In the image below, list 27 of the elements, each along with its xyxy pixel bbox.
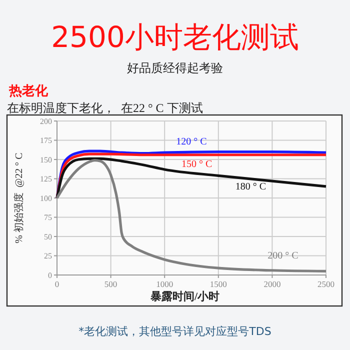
line-series <box>56 158 328 272</box>
x-tick-label: 1000 <box>156 279 174 289</box>
x-tick-label: 500 <box>104 279 118 289</box>
series-label: 180 ° C <box>235 182 266 193</box>
series-label: 200 ° C <box>268 250 299 262</box>
text: 在标明温度下老化， 在22 ° C 下测试 <box>7 101 203 115</box>
x-tick-label: 2000 <box>264 279 281 289</box>
x-tick-label: 0 <box>54 279 60 289</box>
y-tick-label: 200 <box>40 116 52 126</box>
series-label: 150 ° C <box>182 158 213 170</box>
chart-title: 2500小时老化测试 <box>51 20 299 54</box>
x-tick-label: 1500 <box>210 279 227 289</box>
y-tick-label: 75 <box>44 213 52 222</box>
y-axis-title: % 初始强度 @22 ° C <box>13 152 25 244</box>
y-tick-label: 100 <box>40 194 52 203</box>
x-tick-label: 2500 <box>318 279 334 289</box>
y-tick-label: 175 <box>40 136 52 146</box>
y-tick-label: 150 <box>40 155 52 164</box>
y-tick-label: 50 <box>44 232 52 242</box>
text: *老化测试，其他型号详见对应型号TDS <box>78 325 272 338</box>
text: 热老化 <box>8 84 49 99</box>
y-tick-label: 125 <box>40 174 52 184</box>
y-tick-label: 25 <box>44 252 52 261</box>
chart-subtitle: 好品质经得起考验 <box>127 61 223 75</box>
series-label: 120 ° C <box>176 136 208 148</box>
x-axis-title: 暴露时间/小时 <box>149 290 220 303</box>
y-tick-label: 0 <box>48 270 52 280</box>
